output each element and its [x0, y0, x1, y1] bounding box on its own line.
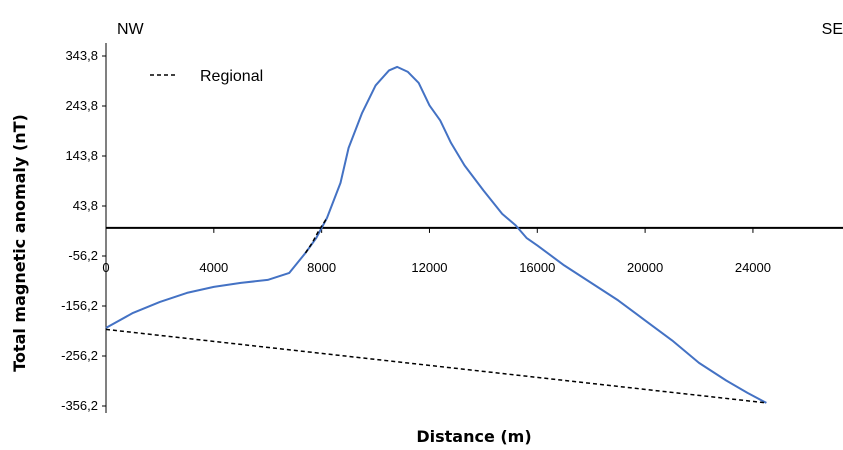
x-tick-label: 4000: [199, 260, 228, 275]
legend: Regional: [150, 68, 263, 85]
legend-regional-label: Regional: [200, 68, 263, 85]
y-tick-label: -56,2: [68, 248, 98, 263]
y-tick-label: 343,8: [65, 48, 98, 63]
magnetic-anomaly-line: [105, 65, 767, 404]
y-tick-label: 143,8: [65, 148, 98, 163]
y-tick-label: 243,8: [65, 98, 98, 113]
y-tick-label: -256,2: [61, 348, 98, 363]
x-axis-ticks: 0 4000 8000 12000 16000 20000 24000: [102, 227, 771, 275]
x-tick-label: 12000: [411, 260, 447, 275]
x-tick-label: 0: [102, 260, 109, 275]
y-tick-label: -156,2: [61, 298, 98, 313]
corner-label-se: SE: [822, 21, 843, 38]
x-axis-title: Distance (m): [416, 427, 531, 446]
x-tick-label: 24000: [735, 260, 771, 275]
x-tick-label: 16000: [519, 260, 555, 275]
y-axis-title: Total magnetic anomaly (nT): [10, 114, 29, 372]
regional-dashed-line: [105, 328, 767, 404]
y-tick-label: -356,2: [61, 398, 98, 413]
y-axis-ticks: 343,8 243,8 143,8 43,8 -56,2 -156,2 -256,2 -356…: [61, 48, 106, 413]
x-tick-label: 8000: [307, 260, 336, 275]
x-tick-label: 20000: [627, 260, 663, 275]
corner-label-nw: NW: [117, 21, 145, 38]
y-tick-label: 43,8: [73, 198, 98, 213]
series-layer: [105, 65, 767, 404]
